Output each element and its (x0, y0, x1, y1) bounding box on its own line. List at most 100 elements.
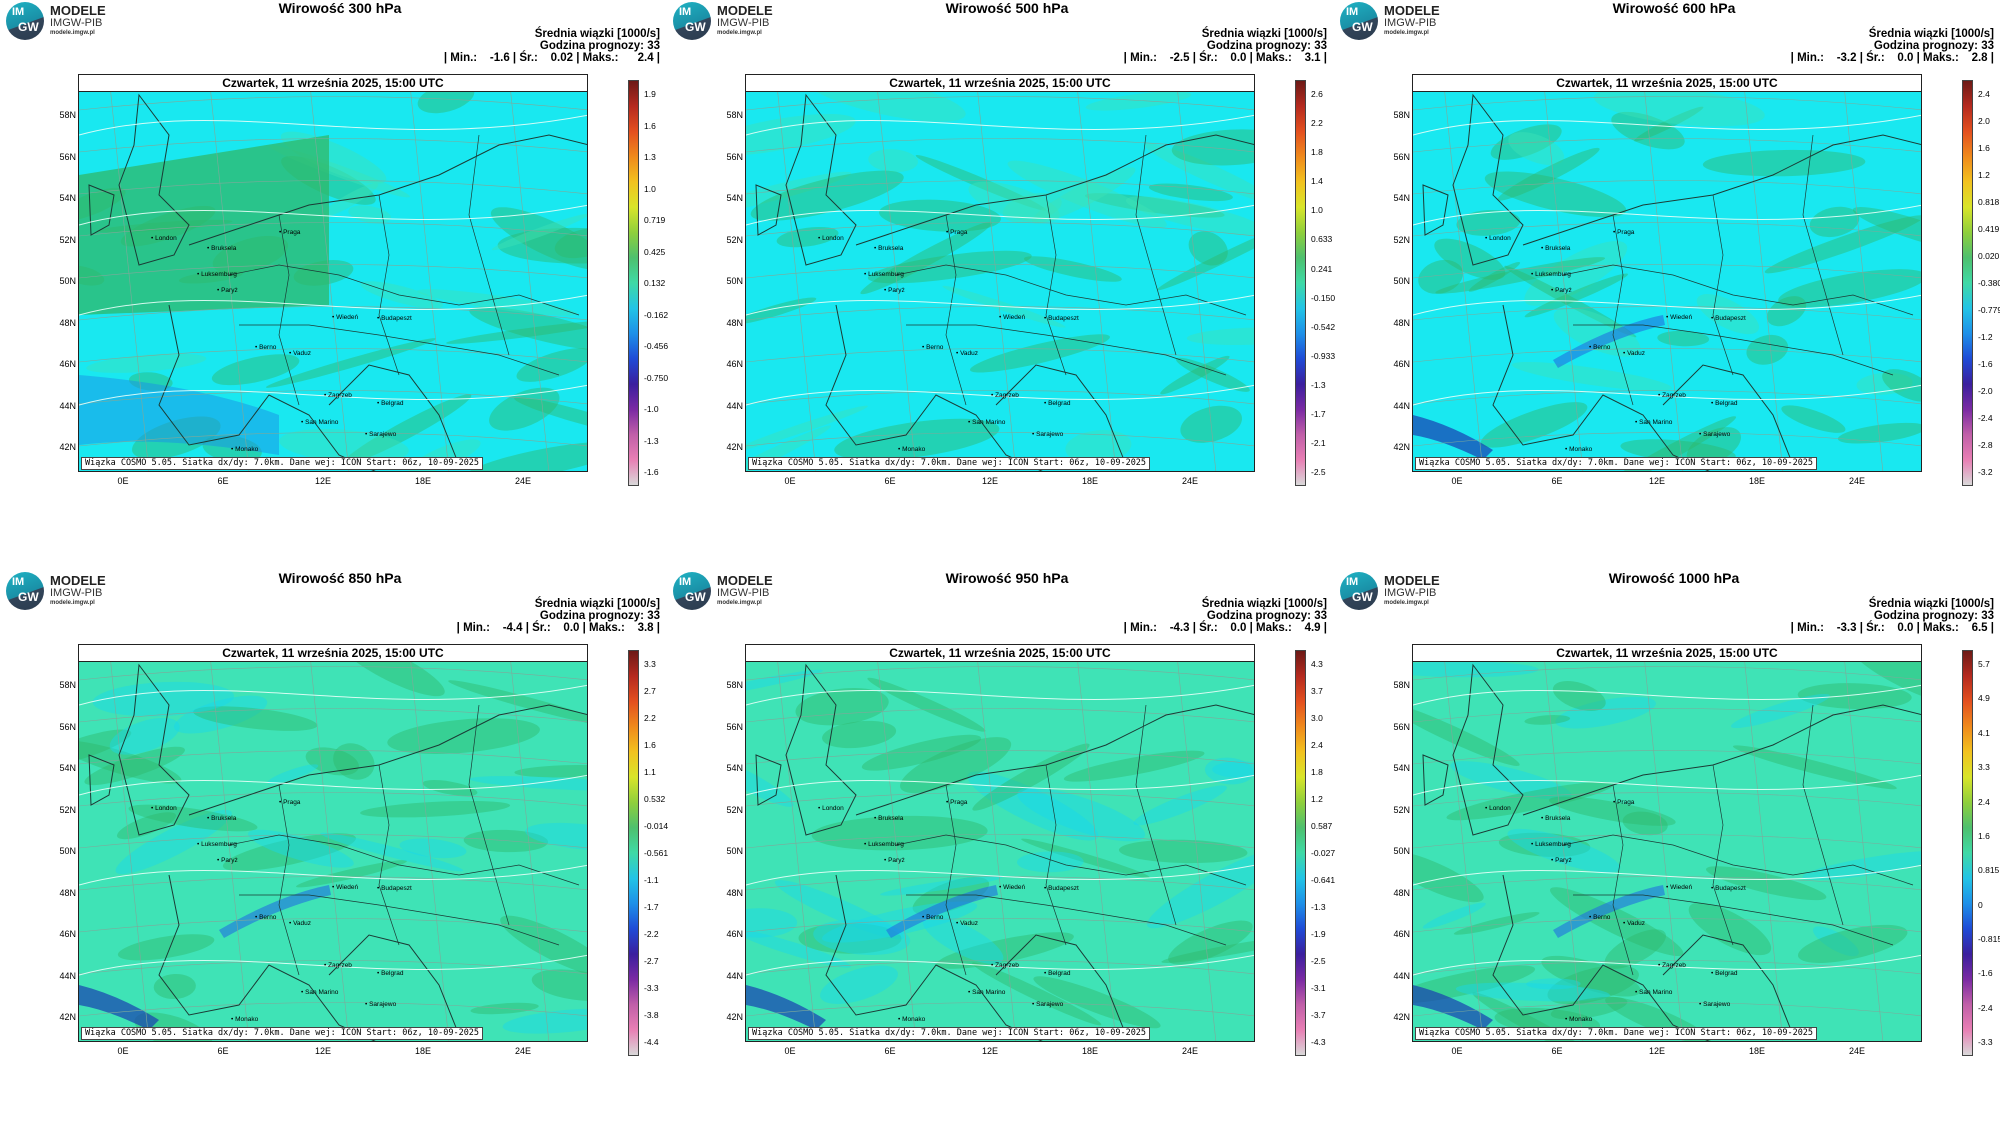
city-label: • Budapeszt (1044, 885, 1079, 892)
colorbar-tick-label: -0.542 (1311, 321, 1336, 332)
logo-title: MODELE (50, 3, 106, 18)
colorbar-tick-label: -0.779 (1978, 305, 2000, 315)
imgw-logo: IM GW MODELE IMGW-PIB modele.imgw.pl (673, 2, 823, 42)
vorticity-field (1413, 75, 1921, 471)
lat-label: 44N (1393, 400, 1410, 411)
logo-url: modele.imgw.pl (717, 30, 762, 36)
city-label: • Vaduz (289, 350, 312, 357)
logo-subtitle: IMGW-PIB (1384, 17, 1437, 29)
logo-title: MODELE (717, 573, 773, 588)
colorbar-tick-label: 0.587 (1311, 821, 1333, 831)
city-label: • Berno (922, 914, 944, 921)
logo-subtitle: IMGW-PIB (717, 587, 770, 599)
lat-label: 46N (1393, 929, 1410, 939)
colorbar-tick-label: -0.380 (1978, 278, 2000, 288)
city-label: • San Marino (1635, 419, 1673, 426)
lat-label: 50N (726, 846, 743, 856)
colorbar-tick-label: -1.6 (644, 467, 659, 477)
lat-label: 50N (59, 276, 76, 286)
footer-note: Wiązka COSMO 5.05. Siatka dx/dy: 7.0km. … (748, 457, 1151, 470)
lat-label: 58N (1393, 680, 1410, 690)
colorbar-tick-label: -2.4 (1978, 1002, 1993, 1013)
colorbar-tick-label: 3.3 (1978, 762, 1990, 773)
footer-note: Wiązka COSMO 5.05. Siatka dx/dy: 7.0km. … (81, 1027, 484, 1040)
lat-label: 46N (59, 359, 76, 369)
lon-label: 6E (217, 1046, 229, 1056)
city-label: • Budapeszt (1044, 315, 1079, 322)
lat-label: 52N (726, 234, 743, 245)
lon-label: 24E (514, 1046, 531, 1056)
logo-badge-icon: IM GW (673, 572, 711, 610)
map-panel: IM GW MODELE IMGW-PIB modele.imgw.pl Wirowość… (1334, 570, 2000, 1130)
panel-title: Wirowość 950 hPa (945, 570, 1069, 586)
city-label: • Berno (922, 344, 944, 351)
colorbar-tick-label: 1.6 (1978, 143, 1990, 153)
logo-title: MODELE (717, 3, 773, 18)
lat-label: 50N (726, 276, 743, 286)
city-label: • Bruksela (1541, 815, 1571, 822)
city-label: • Budapeszt (1711, 315, 1746, 322)
lon-label: 18E (1748, 1046, 1765, 1056)
imgw-logo: IM GW MODELE IMGW-PIB modele.imgw.pl (1340, 2, 1490, 42)
colorbar-tick-label: -3.7 (1311, 1010, 1326, 1020)
colorbar-tick-label: 3.3 (644, 659, 656, 669)
city-label: • Monako (1565, 446, 1593, 453)
city-label: • Vaduz (1623, 920, 1646, 927)
city-label: • Luksemburg (197, 271, 237, 278)
colorbar-tick-label: 0.425 (644, 246, 666, 257)
logo-badge-icon: IM GW (6, 572, 44, 610)
colorbar (1962, 650, 1973, 1056)
lat-label: 56N (59, 151, 76, 162)
stats-line: | Min.: -4.3 | Śr.: 0.0 | Maks.: 4.9 | (1123, 622, 1327, 634)
colorbar-tick-label: 2.4 (1978, 796, 1990, 807)
lon-label: 24E (1181, 1046, 1198, 1056)
logo-badge-icon: IM GW (1340, 2, 1378, 40)
forecast-hour: Godzina prognozy: 33 (1873, 610, 1994, 622)
footer-note: Wiązka COSMO 5.05. Siatka dx/dy: 7.0km. … (748, 1027, 1151, 1040)
stats-line: | Min.: -3.3 | Śr.: 0.0 | Maks.: 6.5 | (1790, 622, 1994, 634)
lat-label: 44N (59, 970, 76, 981)
vorticity-field (79, 75, 587, 471)
city-label: • Vaduz (1623, 350, 1646, 357)
city-label: • Belgrad (377, 400, 404, 407)
colorbar-tick-label: 1.8 (1311, 147, 1323, 158)
city-label: • Praga (946, 799, 968, 806)
lat-label: 54N (726, 763, 743, 773)
colorbar-tick-label: -2.4 (1978, 413, 1993, 423)
colorbar-tick-label: 1.6 (644, 740, 656, 750)
lat-label: 42N (1393, 1012, 1410, 1022)
city-label: • San Marino (301, 989, 339, 996)
meta-label: Średnia wiązki [1000/s] (534, 598, 660, 610)
lat-label: 50N (1393, 276, 1410, 286)
colorbar-tick-label: -0.014 (644, 821, 669, 831)
lat-label: 44N (726, 970, 743, 981)
city-label: • Sarajewo (1032, 431, 1064, 438)
city-label: • Luksemburg (1531, 841, 1571, 848)
colorbar-tick-label: 0.818 (1978, 197, 2000, 207)
colorbar-tick-label: 2.4 (1978, 89, 1990, 99)
city-label: • Monako (231, 446, 259, 453)
lat-label: 48N (1393, 317, 1410, 328)
imgw-logo: IM GW MODELE IMGW-PIB modele.imgw.pl (1340, 572, 1490, 612)
date-band: Czwartek, 11 września 2025, 15:00 UTC (79, 645, 587, 662)
city-label: • Vaduz (956, 920, 979, 927)
map-area: Czwartek, 11 września 2025, 15:00 UTC • L… (745, 644, 1255, 1042)
colorbar-tick-label: -1.9 (1311, 929, 1326, 939)
lon-label: 18E (1748, 476, 1765, 486)
city-label: • Sarajewo (365, 431, 397, 438)
logo-url: modele.imgw.pl (1384, 600, 1429, 606)
city-label: • Paryż (217, 287, 238, 294)
date-band: Czwartek, 11 września 2025, 15:00 UTC (79, 75, 587, 92)
lat-label: 58N (59, 680, 76, 690)
vorticity-field (746, 645, 1254, 1041)
lon-label: 18E (1081, 1046, 1098, 1056)
city-label: • Monako (231, 1016, 259, 1023)
colorbar-tick-label: 0.532 (644, 794, 666, 804)
lat-label: 42N (726, 442, 743, 452)
city-label: • Praga (279, 799, 301, 806)
logo-subtitle: IMGW-PIB (50, 17, 103, 29)
city-label: • Luksemburg (1531, 271, 1571, 278)
city-label: • Vaduz (289, 920, 312, 927)
city-label: • Wiedeń (999, 314, 1026, 321)
colorbar-tick-label: -3.1 (1311, 983, 1326, 993)
